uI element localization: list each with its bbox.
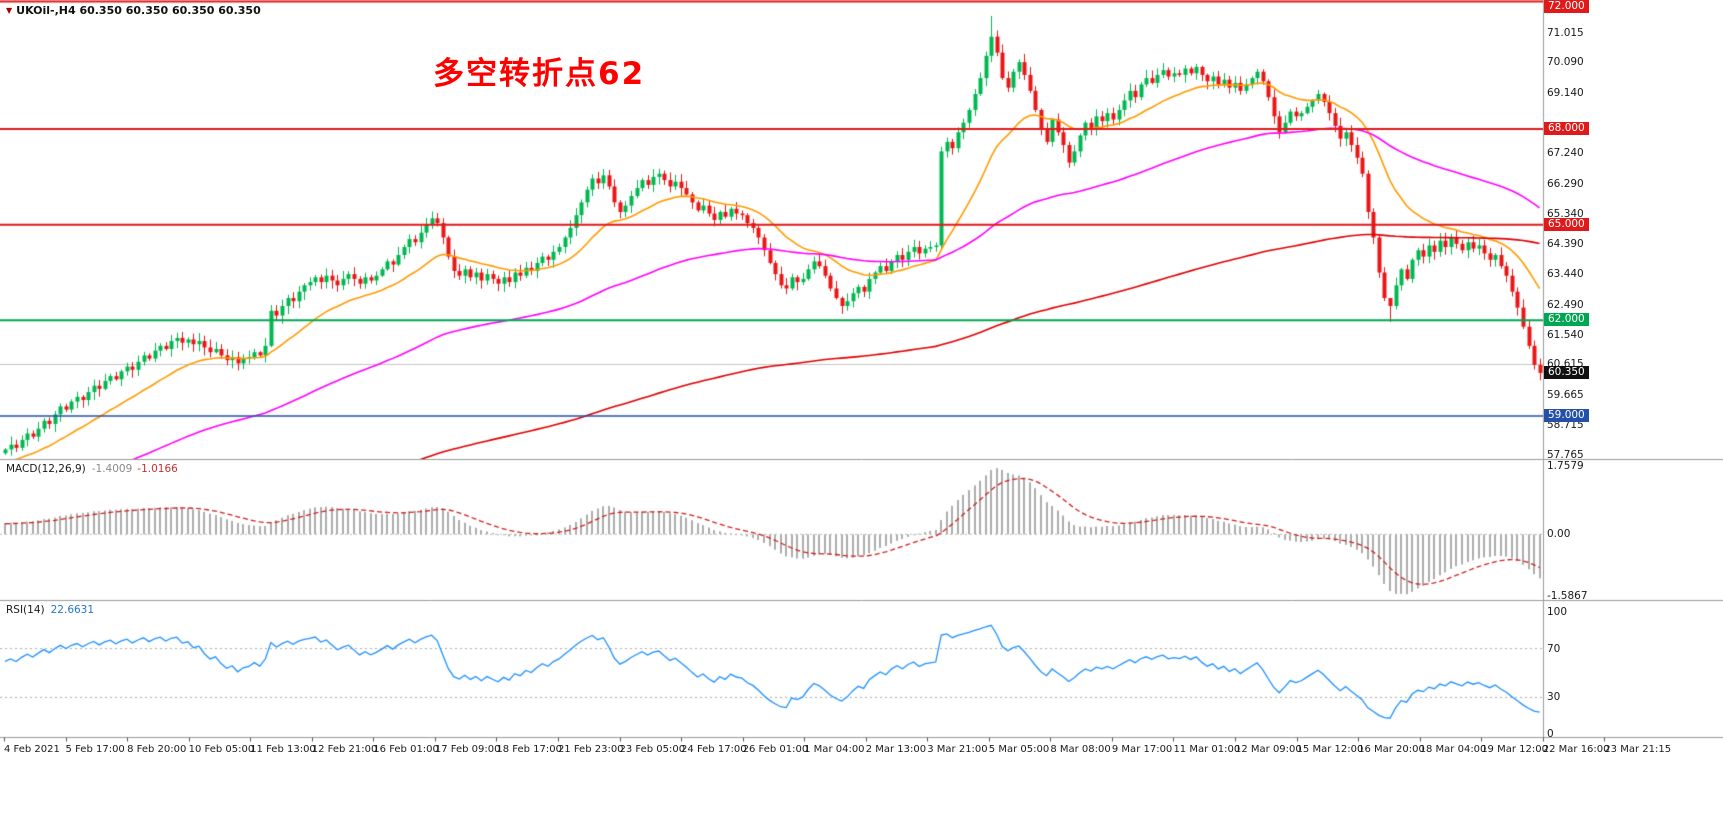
chart-menu-icon[interactable]: ▼: [6, 6, 13, 15]
chart-canvas[interactable]: [0, 0, 1723, 760]
rsi-value: 22.6631: [50, 604, 95, 616]
symbol-quote-text: UKOil-,H4 60.350 60.350 60.350 60.350: [16, 4, 261, 17]
rsi-name: RSI(14): [6, 604, 45, 616]
macd-signal-value: -1.0166: [137, 463, 178, 475]
macd-main-value: -1.4009: [91, 463, 133, 475]
chart-title: ▼ UKOil-,H4 60.350 60.350 60.350 60.350: [6, 4, 261, 17]
macd-name: MACD(12,26,9): [6, 463, 86, 475]
annotation-text: 多空转折点62: [433, 56, 646, 92]
macd-label: MACD(12,26,9) -1.4009 -1.0166: [6, 463, 178, 475]
rsi-label: RSI(14) 22.6631: [6, 604, 94, 616]
